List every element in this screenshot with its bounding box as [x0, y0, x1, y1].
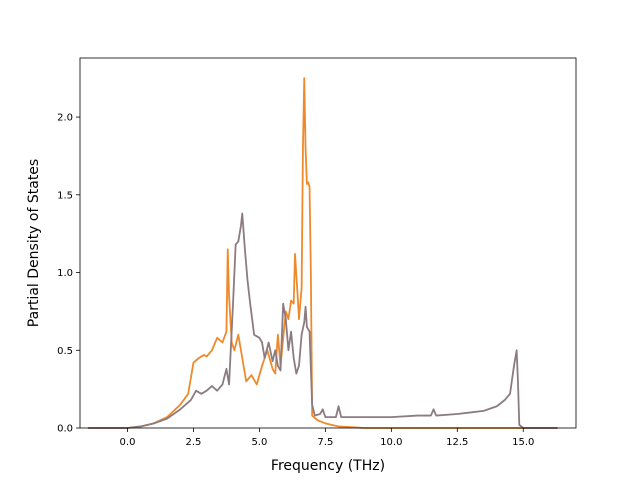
x-tick-label: 7.5: [317, 437, 333, 448]
y-axis-label: Partial Density of States: [26, 159, 42, 327]
x-tick-label: 5.0: [251, 437, 267, 448]
x-tick-label: 12.5: [446, 437, 468, 448]
y-tick-label: 1.0: [57, 268, 73, 279]
y-tick-label: 2.0: [57, 113, 73, 124]
x-axis-label: Frequency (THz): [271, 458, 385, 474]
y-tick-label: 1.5: [57, 190, 73, 201]
x-axis: 0.0 2.5 5.0 7.5 10.0 12.5 15.0: [120, 428, 534, 448]
y-tick-label: 0.0: [57, 424, 73, 435]
plot-background: [80, 58, 576, 428]
series-layer: [87, 77, 558, 429]
series-line-1: [87, 77, 558, 429]
x-tick-label: 0.0: [120, 437, 136, 448]
x-tick-label: 15.0: [512, 437, 534, 448]
plot-frame: [79, 57, 577, 429]
y-axis: 0.0 0.5 1.0 1.5 2.0: [57, 113, 80, 435]
x-tick-label: 2.5: [185, 437, 201, 448]
series-line-2: [87, 212, 558, 429]
y-tick-label: 0.5: [57, 346, 73, 357]
x-tick-label: 10.0: [380, 437, 402, 448]
